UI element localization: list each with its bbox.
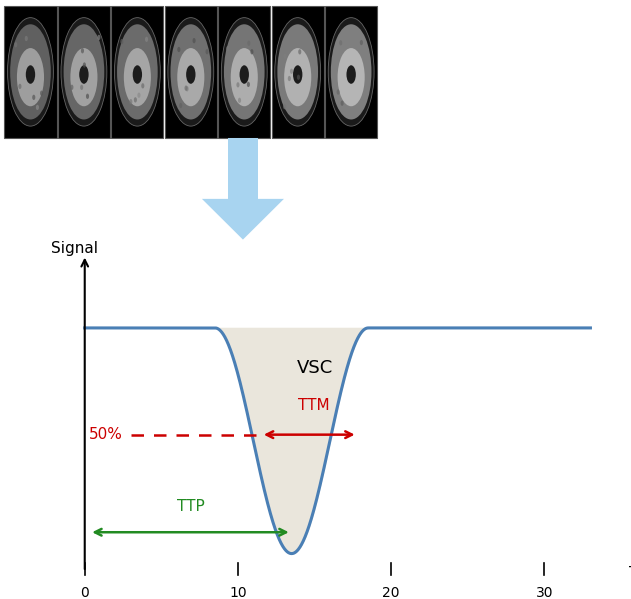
Text: TTP: TTP xyxy=(177,499,204,514)
Ellipse shape xyxy=(129,99,133,104)
Ellipse shape xyxy=(177,47,180,52)
Ellipse shape xyxy=(247,81,250,87)
Ellipse shape xyxy=(61,17,107,126)
Text: 30: 30 xyxy=(536,586,553,599)
Ellipse shape xyxy=(145,37,148,42)
Ellipse shape xyxy=(14,42,17,47)
Ellipse shape xyxy=(141,83,144,89)
Ellipse shape xyxy=(231,48,258,106)
Ellipse shape xyxy=(71,48,97,106)
Ellipse shape xyxy=(80,65,88,84)
Ellipse shape xyxy=(297,75,300,80)
Ellipse shape xyxy=(238,98,241,103)
Ellipse shape xyxy=(354,42,357,47)
Ellipse shape xyxy=(338,48,365,106)
Ellipse shape xyxy=(336,89,339,95)
Ellipse shape xyxy=(221,17,267,126)
Text: Temps: Temps xyxy=(628,566,631,581)
Ellipse shape xyxy=(293,65,302,84)
Ellipse shape xyxy=(341,101,344,106)
Ellipse shape xyxy=(18,84,21,89)
Ellipse shape xyxy=(80,84,83,90)
Ellipse shape xyxy=(186,86,189,92)
Ellipse shape xyxy=(8,17,54,126)
Polygon shape xyxy=(202,199,284,240)
Ellipse shape xyxy=(360,40,363,45)
Ellipse shape xyxy=(278,25,318,119)
Text: 20: 20 xyxy=(382,586,400,599)
Ellipse shape xyxy=(338,37,341,43)
Ellipse shape xyxy=(283,53,286,59)
Ellipse shape xyxy=(81,48,84,53)
Text: 50%: 50% xyxy=(89,427,123,442)
Ellipse shape xyxy=(251,49,254,55)
Ellipse shape xyxy=(133,65,142,84)
Bar xyxy=(165,6,217,138)
Ellipse shape xyxy=(192,38,196,43)
Ellipse shape xyxy=(36,105,39,110)
Ellipse shape xyxy=(224,25,264,119)
Ellipse shape xyxy=(288,76,291,81)
Bar xyxy=(4,6,57,138)
Ellipse shape xyxy=(206,49,209,55)
Ellipse shape xyxy=(226,46,229,51)
Ellipse shape xyxy=(328,17,374,126)
Text: Signal: Signal xyxy=(51,241,98,256)
Bar xyxy=(218,6,270,138)
Ellipse shape xyxy=(284,48,311,106)
Bar xyxy=(271,6,324,138)
Ellipse shape xyxy=(114,17,160,126)
Ellipse shape xyxy=(97,35,100,40)
Ellipse shape xyxy=(184,86,187,91)
Text: TTM: TTM xyxy=(298,398,329,413)
Ellipse shape xyxy=(240,65,249,84)
Text: 0: 0 xyxy=(80,586,89,599)
Ellipse shape xyxy=(32,95,35,100)
Ellipse shape xyxy=(26,65,35,84)
Ellipse shape xyxy=(298,49,302,55)
Ellipse shape xyxy=(40,90,43,96)
Ellipse shape xyxy=(134,97,137,102)
Ellipse shape xyxy=(247,41,251,46)
Ellipse shape xyxy=(179,103,182,108)
Ellipse shape xyxy=(170,25,211,119)
Ellipse shape xyxy=(124,48,151,106)
Ellipse shape xyxy=(283,104,286,109)
Ellipse shape xyxy=(346,65,356,84)
Ellipse shape xyxy=(237,82,240,87)
Bar xyxy=(58,6,110,138)
Ellipse shape xyxy=(17,48,44,106)
Ellipse shape xyxy=(86,93,89,99)
Text: 10: 10 xyxy=(229,586,247,599)
Ellipse shape xyxy=(331,25,372,119)
Bar xyxy=(325,6,377,138)
Ellipse shape xyxy=(168,17,214,126)
Ellipse shape xyxy=(186,65,196,84)
Ellipse shape xyxy=(117,25,158,119)
Bar xyxy=(111,6,163,138)
Ellipse shape xyxy=(64,25,104,119)
Text: VSC: VSC xyxy=(297,359,333,377)
Ellipse shape xyxy=(339,40,342,46)
Ellipse shape xyxy=(10,25,51,119)
Ellipse shape xyxy=(138,93,141,98)
Ellipse shape xyxy=(25,36,28,41)
Ellipse shape xyxy=(290,69,293,74)
Ellipse shape xyxy=(121,39,124,44)
Ellipse shape xyxy=(83,62,86,68)
Bar xyxy=(228,138,257,201)
Ellipse shape xyxy=(177,48,204,106)
Ellipse shape xyxy=(70,84,73,90)
Ellipse shape xyxy=(274,17,321,126)
